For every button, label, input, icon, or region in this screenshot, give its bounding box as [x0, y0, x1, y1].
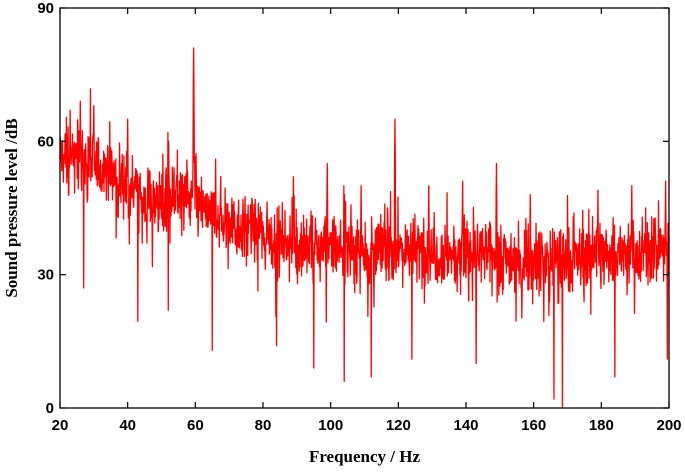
ticks-layer: 20 40 60 80 100 120 140 160 180 200 0 30 60 90 — [37, 0, 681, 434]
x-tick-label: 120 — [386, 417, 411, 434]
y-tick-label: 0 — [46, 400, 54, 417]
x-tick-label: 40 — [119, 417, 136, 434]
y-tick-label: 60 — [37, 133, 54, 150]
y-axis-title: Sound pressure level /dB — [2, 118, 21, 297]
x-tick-label: 80 — [255, 417, 272, 434]
x-tick-label: 160 — [521, 417, 546, 434]
x-tick-label: 180 — [589, 417, 614, 434]
x-tick-label: 140 — [453, 417, 478, 434]
x-tick-label: 60 — [187, 417, 204, 434]
series-layer — [59, 47, 670, 409]
y-tick-label: 90 — [37, 0, 54, 17]
plot-frame — [59, 7, 670, 409]
y-tick-label: 30 — [37, 267, 54, 284]
x-tick-label: 100 — [318, 417, 343, 434]
spectrum-series-line — [59, 47, 670, 409]
x-axis-title: Frequency / Hz — [309, 447, 421, 466]
x-tick-label: 20 — [52, 417, 69, 434]
x-tick-label: 200 — [656, 417, 681, 434]
axes-layer — [59, 7, 670, 409]
